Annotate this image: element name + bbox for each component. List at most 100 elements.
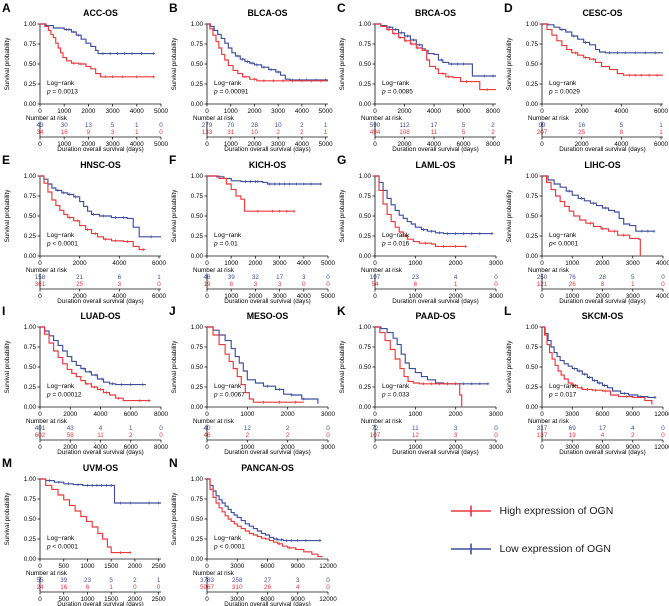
- y-tick-label: 1.00: [191, 324, 204, 331]
- panel-M: M UVM-OS 1.00 0.75 0.50 0.25 0.00 0 500 1000 1500 2…: [0, 455, 167, 606]
- svg-text:0: 0: [494, 425, 498, 432]
- x-tick-label: 1000: [224, 108, 239, 115]
- svg-text:13: 13: [85, 122, 93, 129]
- svg-text:16: 16: [60, 583, 68, 590]
- x-tick-label: 6000: [654, 108, 669, 115]
- risk-x-tick-label: 2000: [63, 444, 78, 451]
- x-tick-label: 4000: [297, 260, 312, 267]
- risk-x-tick-label: 3000: [488, 293, 503, 300]
- risk-x-tick-label: 6000: [124, 444, 139, 451]
- y-tick-label: 0.00: [191, 404, 204, 411]
- x-axis-label: Duration overall survival (days): [559, 298, 645, 305]
- x-tick-label: 1000: [241, 411, 256, 418]
- risk-table-label: Number at risk: [26, 570, 68, 577]
- logrank-label: Log−rank: [214, 535, 242, 542]
- svg-text:0: 0: [661, 432, 665, 439]
- legend-entry-high: High expression of OGN: [449, 504, 669, 518]
- x-tick-label: 4000: [656, 260, 669, 267]
- svg-text:0: 0: [326, 432, 330, 439]
- y-tick-label: 0.50: [191, 364, 204, 371]
- svg-text:4: 4: [99, 425, 103, 432]
- svg-text:3: 3: [118, 280, 122, 287]
- risk-table-label: Number at risk: [193, 570, 235, 577]
- x-tick-label: 0: [205, 411, 209, 418]
- km-plot-BRCA-OS: C BRCA-OS1.000.750.500.250.000 2000 4000 600…: [337, 1, 501, 153]
- survival-curve-low: [207, 23, 329, 81]
- x-axis-label: Duration overall survival (days): [225, 449, 311, 456]
- censor-marks-low: [560, 28, 657, 55]
- y-tick-label: 0.75: [191, 344, 204, 351]
- svg-text:39: 39: [228, 273, 236, 280]
- svg-text:0: 0: [159, 425, 163, 432]
- svg-text:2: 2: [277, 129, 281, 136]
- logrank-label: Log−rank: [47, 232, 75, 239]
- x-tick-label: 2000: [81, 108, 96, 115]
- y-tick-label: 0.00: [24, 556, 37, 563]
- panel-title: KICH-OS: [249, 160, 286, 170]
- svg-text:28: 28: [251, 122, 259, 129]
- km-plot-ACC-OS: A ACC-OS1.000.750.500.250.000 1000 2000 3000…: [2, 1, 168, 153]
- y-tick-label: 0.00: [191, 556, 204, 563]
- x-tick-label: 2000: [73, 260, 88, 267]
- censor-marks-high: [278, 541, 292, 549]
- risk-x-tick-label: 0: [373, 141, 377, 148]
- survival-curve-low: [40, 174, 161, 237]
- censor-marks-low: [421, 227, 493, 235]
- svg-text:1: 1: [324, 122, 328, 129]
- x-tick-label: 3000: [565, 411, 580, 418]
- risk-x-tick-label: 3000: [106, 141, 121, 148]
- panel-letter: J: [169, 304, 176, 318]
- x-axis-label: Duration overall survival (days): [57, 146, 143, 153]
- y-tick-label: 0.75: [358, 193, 371, 200]
- panel-title: LUAD-OS: [80, 311, 120, 321]
- y-tick-label: 0.25: [191, 536, 204, 543]
- p-value: p = 0.0013: [46, 89, 78, 96]
- y-tick-label: 1.00: [191, 173, 204, 180]
- panel-letter: G: [337, 153, 346, 167]
- survival-curve-low: [541, 326, 656, 398]
- p-value: p = 0.01: [213, 240, 238, 247]
- svg-text:0: 0: [326, 576, 330, 583]
- risk-x-tick-label: 0: [38, 596, 42, 603]
- risk-table-label: Number at risk: [528, 418, 570, 425]
- panel-title: BLCA-OS: [248, 8, 288, 18]
- risk-x-tick-label: 2000: [448, 444, 463, 451]
- survival-curve-high: [541, 174, 641, 256]
- censor-marks-low: [266, 384, 306, 401]
- risk-x-tick-label: 2000: [128, 596, 143, 603]
- panel-G: G LAML-OS 1.00 0.75 0.50 0.25 0.00 0 1000 2000 300…: [335, 152, 503, 305]
- risk-row-low: 43 30 13 5 1 0: [36, 122, 163, 129]
- risk-x-tick-label: 1000: [80, 596, 95, 603]
- panel-B: B BLCA-OS 1.00 0.75 0.50 0.25 0.00 0 1000 2000 300…: [167, 0, 334, 153]
- y-tick-label: 0.75: [358, 41, 371, 48]
- panel-letter: K: [337, 304, 346, 318]
- km-plot-PAAD-OS: K PAAD-OS1.000.750.500.250.000 1000 2000 300…: [337, 304, 503, 456]
- logrank-label: Log−rank: [47, 535, 75, 542]
- svg-text:2: 2: [286, 425, 290, 432]
- panel-L: L SKCM-OS 1.00 0.75 0.50 0.25 0.00 0 3000 6000 900…: [502, 303, 669, 456]
- panel-title: ACC-OS: [83, 8, 118, 18]
- svg-text:3: 3: [453, 432, 457, 439]
- legend-entry-low: Low expression of OGN: [449, 542, 669, 556]
- x-tick-label: 0: [540, 108, 544, 115]
- risk-x-tick-label: 9000: [625, 444, 640, 451]
- risk-x-tick-label: 4000: [427, 141, 442, 148]
- panel-title: PANCAN-OS: [241, 463, 294, 473]
- survival-curve-high: [40, 174, 146, 250]
- logrank-label: Log−rank: [214, 383, 242, 390]
- panel-letter: C: [337, 1, 346, 15]
- p-value: p = 0.016: [381, 240, 410, 247]
- panel-H: H LIHC-OS 1.00 0.75 0.50 0.25 0.00 0 1000 2000 300…: [502, 152, 669, 305]
- survival-curve-low: [374, 326, 488, 385]
- svg-text:28: 28: [599, 273, 607, 280]
- svg-text:8: 8: [600, 280, 604, 287]
- y-tick-label: 0.50: [24, 213, 37, 220]
- svg-text:1: 1: [324, 129, 328, 136]
- x-axis-label: Duration overall survival (days): [225, 298, 311, 305]
- x-tick-label: 1000: [80, 563, 95, 570]
- svg-text:58: 58: [67, 432, 75, 439]
- svg-text:0: 0: [133, 583, 137, 590]
- y-tick-label: 0.50: [525, 61, 538, 68]
- risk-row-high: 5967 310 26 4 0: [200, 583, 330, 590]
- censor-marks-low: [82, 367, 145, 387]
